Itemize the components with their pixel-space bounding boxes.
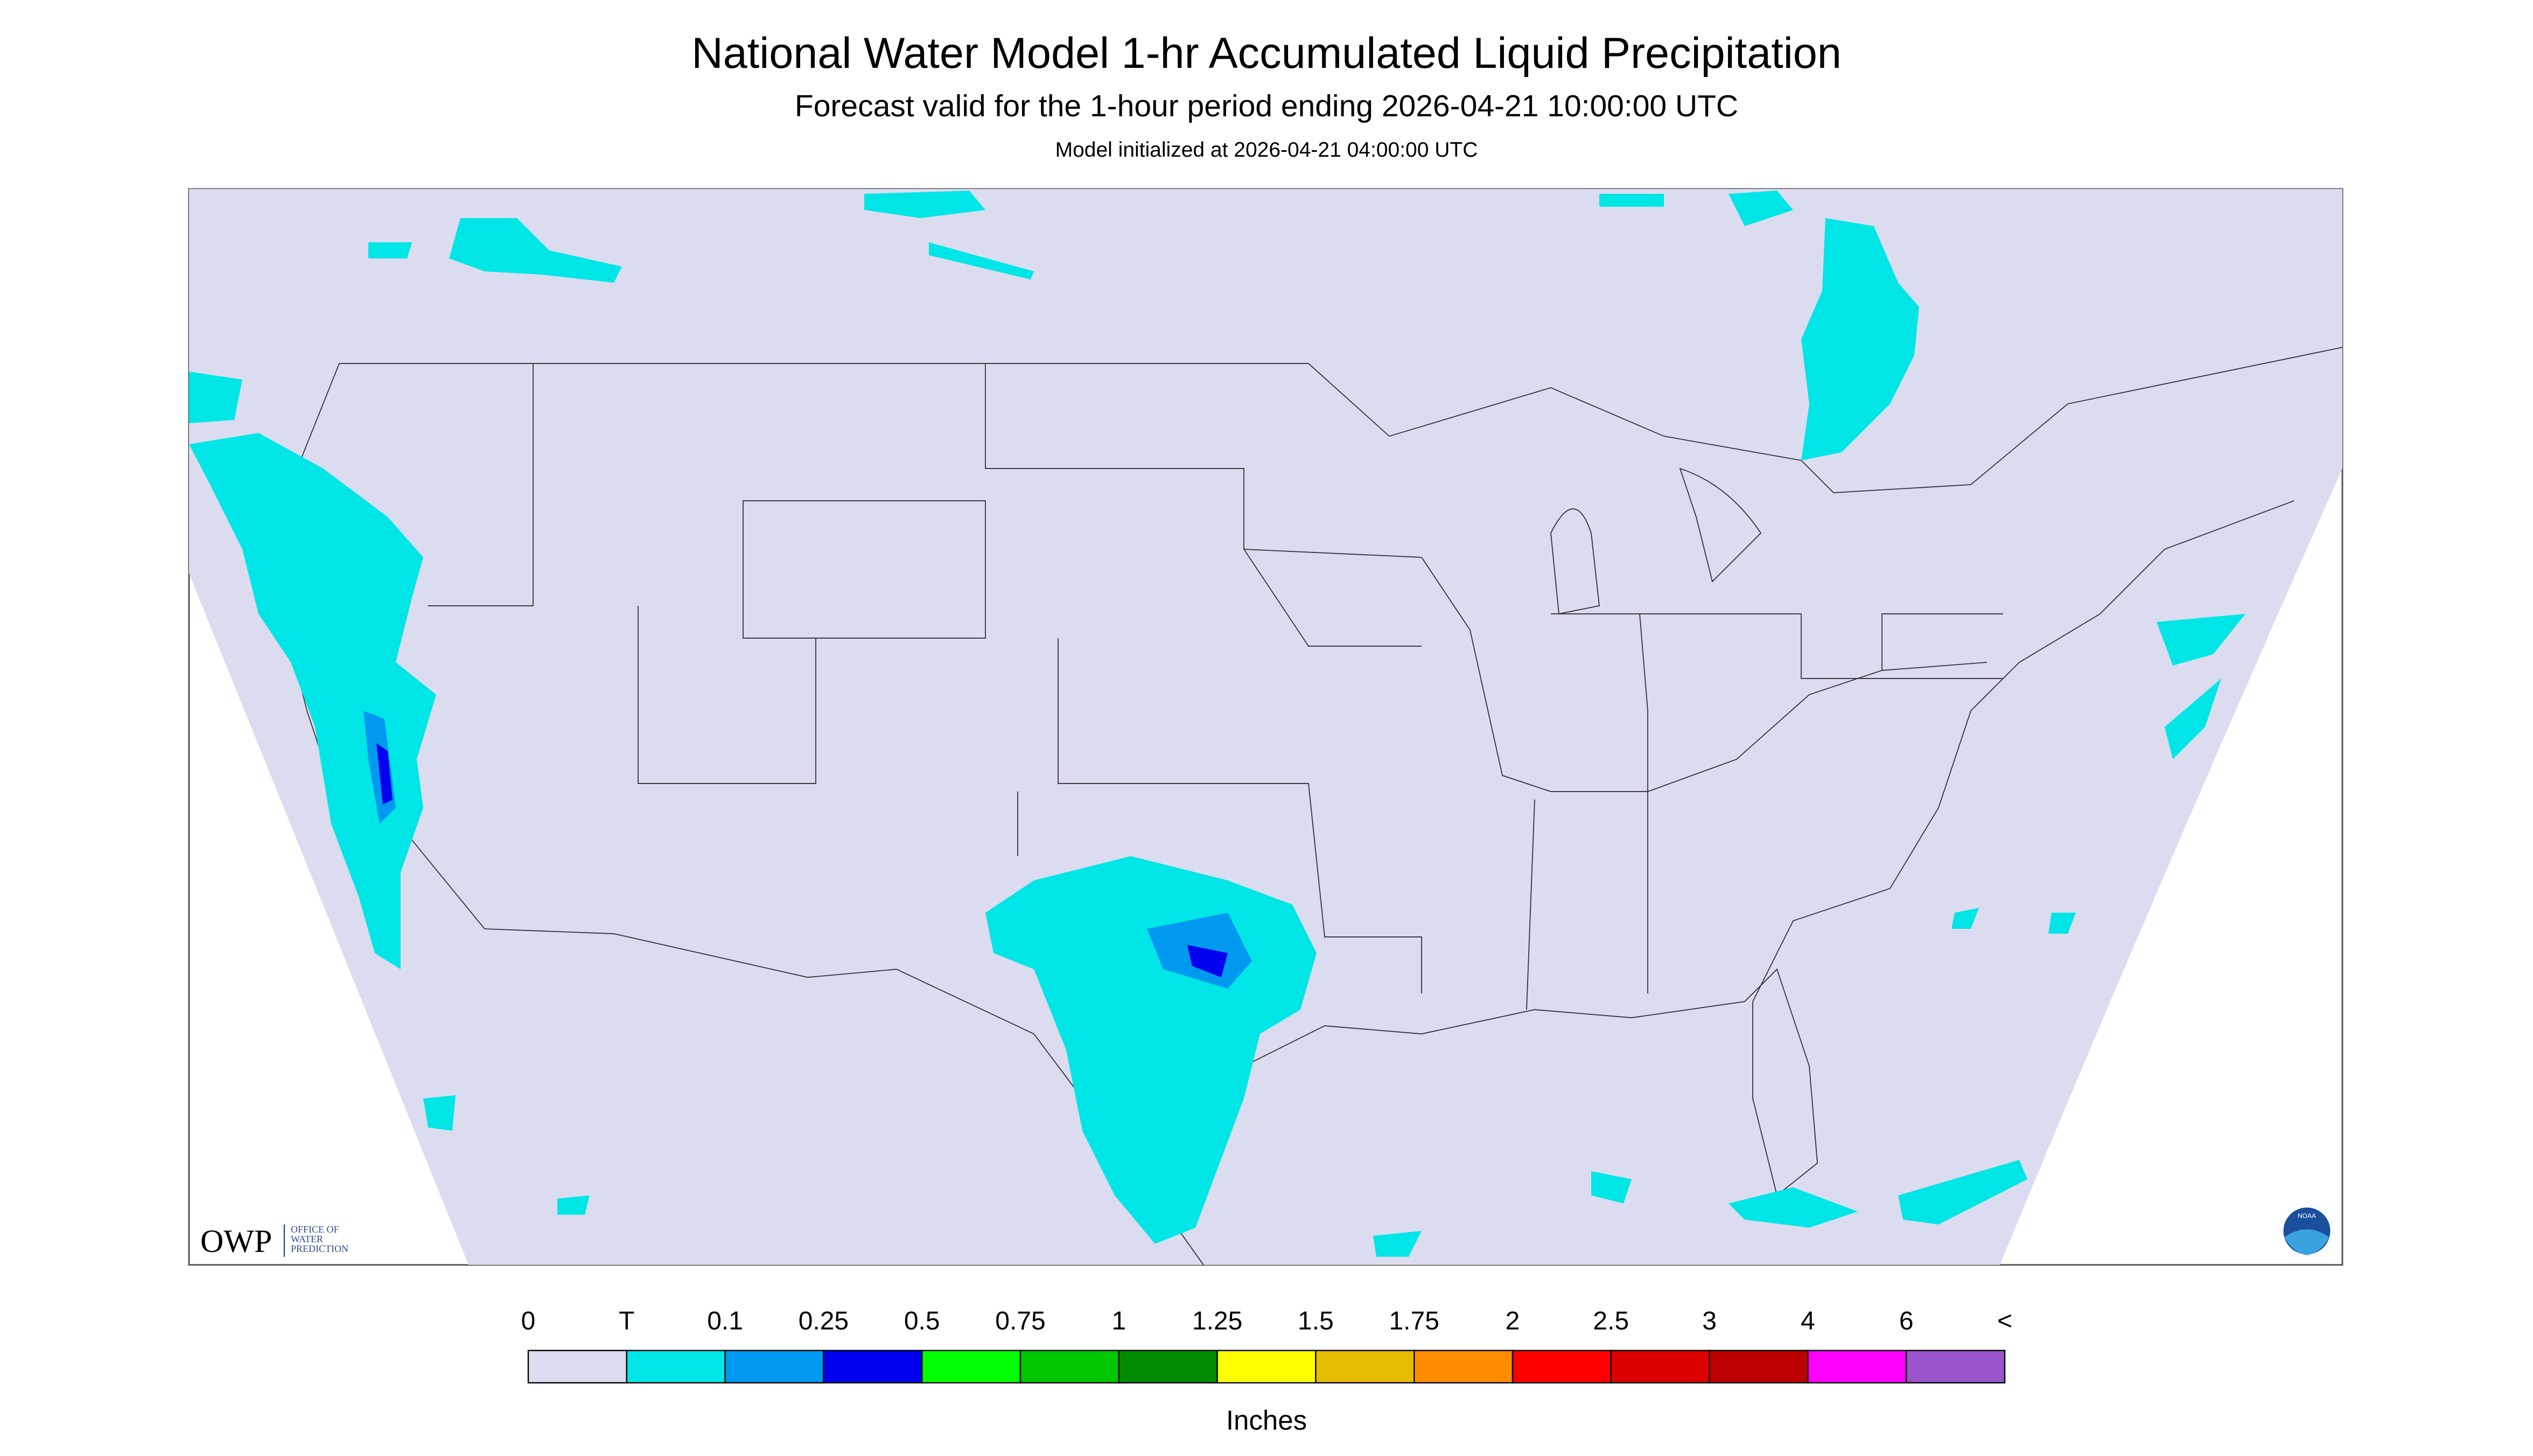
legend-swatch [724,1349,824,1384]
us-canada-border [339,347,2343,493]
legend-label: 0 [521,1307,536,1335]
great-lakes [1550,467,1762,615]
precipitation [189,191,2245,1257]
precip-area [368,191,1793,280]
precip-heavier [376,743,393,805]
noaa-wave [2284,1229,2329,1256]
legend-swatch [1905,1349,2006,1384]
legend-swatch [1610,1349,1710,1384]
init-time: Model initialized at 2026-04-21 04:00:00… [1055,138,1478,162]
legend-label: 1.5 [1298,1307,1334,1335]
state-lines [428,363,2003,1010]
legend-label: 1.75 [1389,1307,1439,1335]
legend-label: 4 [1801,1307,1815,1335]
logo-line: WATER [291,1234,323,1244]
legend-label: < [1997,1307,2012,1335]
legend-swatch [1118,1349,1218,1384]
logo-line: OFFICE OF [291,1224,339,1235]
legend-label: 6 [1899,1307,1914,1335]
legend-swatch [1216,1349,1317,1384]
legend-label: T [619,1307,634,1335]
legend: 0 T 0.1 0.25 0.5 0.75 1 1.25 1.5 1.75 2 2.5 3 4 6 < [521,1307,2012,1384]
legend-label: 0.1 [707,1307,743,1335]
legend-label: 3 [1702,1307,1717,1335]
legend-label: 0.75 [995,1307,1045,1335]
legend-swatch [1709,1349,1809,1384]
legend-label: 1.25 [1192,1307,1242,1335]
model-domain [189,189,2342,1265]
legend-label: 2 [1506,1307,1520,1335]
legend-swatch [1512,1349,1612,1384]
legend-swatch [1807,1349,1907,1384]
precip-area [449,218,622,283]
precip-area [189,372,242,424]
legend-label: 2.5 [1593,1307,1629,1335]
legend-swatch [1315,1349,1415,1384]
legend-label: 0.25 [799,1307,849,1335]
legend-swatch [1414,1349,1514,1384]
owp-logo: OWP [200,1223,272,1259]
legend-unit: Inches [1226,1405,1307,1436]
legend-label: 0.5 [904,1307,940,1335]
precip-heavier [1187,945,1228,978]
legend-swatch [626,1349,726,1384]
subtitle: Forecast valid for the 1-hour period end… [795,89,1738,123]
precip-area [189,433,436,970]
logo-line: PREDICTION [291,1243,348,1254]
legend-swatch [921,1349,1021,1384]
legend-swatch [823,1349,923,1384]
precip-area [1801,218,1919,461]
legend-swatch [527,1349,628,1384]
legend-swatch [1019,1349,1120,1384]
noaa-label: NOAA [2298,1212,2316,1220]
legend-label: 1 [1111,1307,1126,1335]
title: National Water Model 1-hr Accumulated Li… [691,29,1842,78]
